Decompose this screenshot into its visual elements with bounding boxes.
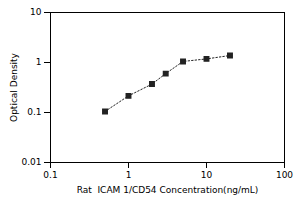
svg-text:0.1: 0.1 bbox=[27, 107, 41, 117]
svg-text:10: 10 bbox=[201, 170, 213, 180]
svg-text:100: 100 bbox=[276, 170, 293, 180]
svg-text:Rat ICAM 1/CD54 Concentration: Rat ICAM 1/CD54 Concentration(ng/mL) bbox=[77, 185, 259, 195]
svg-text:Optical Density: Optical Density bbox=[9, 52, 19, 122]
svg-text:0.01: 0.01 bbox=[21, 157, 41, 167]
svg-text:0.1: 0.1 bbox=[43, 170, 57, 180]
svg-text:10: 10 bbox=[30, 7, 42, 17]
svg-text:1: 1 bbox=[126, 170, 132, 180]
svg-text:1: 1 bbox=[36, 57, 42, 67]
